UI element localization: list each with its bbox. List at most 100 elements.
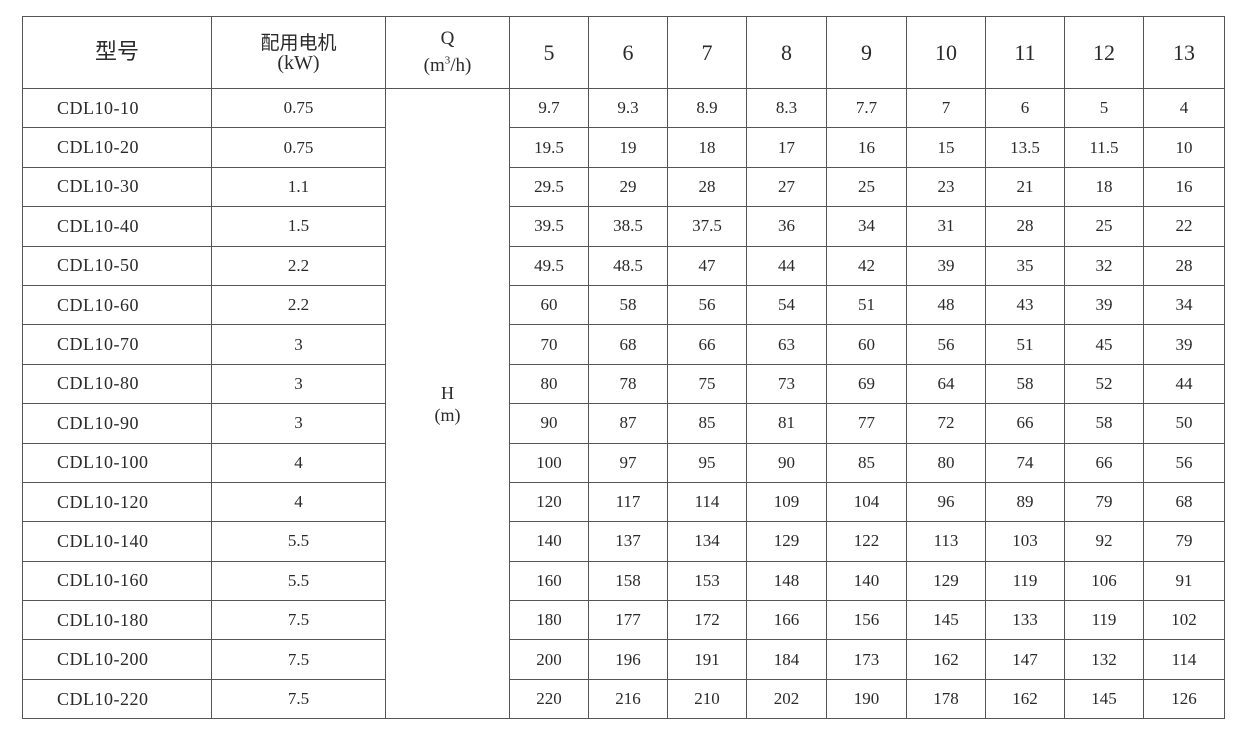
- motor-unit: (kW): [277, 51, 320, 74]
- head-value-cell: 75: [667, 363, 747, 405]
- head-value-cell: 7: [906, 87, 986, 129]
- head-value-cell: 58: [588, 284, 668, 326]
- head-value-cell: 58: [985, 363, 1065, 405]
- head-value-cell: 52: [1064, 363, 1144, 405]
- head-value-cell: 68: [588, 324, 668, 365]
- head-value-cell: 32: [1064, 245, 1144, 286]
- head-value-cell: 162: [906, 639, 986, 680]
- table-row: CDL10-30 1.1 29.5 29 28 27 25 23 21 18 16: [22, 166, 1225, 208]
- head-value-cell: 140: [509, 521, 589, 562]
- head-value-cell: 56: [667, 284, 747, 326]
- head-value-cell: 37.5: [667, 206, 747, 247]
- head-value-cell: 7.7: [826, 87, 907, 129]
- motor-power-cell: 3: [211, 324, 386, 365]
- motor-power-cell: 7.5: [211, 600, 386, 641]
- head-value-cell: 134: [667, 521, 747, 562]
- head-value-cell: 9.3: [588, 87, 668, 129]
- head-value-cell: 148: [746, 560, 827, 602]
- flow-value-header: 6: [588, 16, 668, 89]
- head-value-cell: 23: [906, 166, 986, 208]
- head-value-cell: 64: [906, 363, 986, 405]
- head-value-cell: 113: [906, 521, 986, 562]
- head-value-cell: 70: [509, 324, 589, 365]
- flow-value-header: 9: [826, 16, 907, 89]
- head-value-cell: 51: [985, 324, 1065, 365]
- head-value-cell: 18: [1064, 166, 1144, 208]
- motor-power-cell: 4: [211, 481, 386, 523]
- head-value-cell: 119: [1064, 600, 1144, 641]
- model-cell: CDL10-90: [22, 403, 212, 444]
- head-value-cell: 54: [746, 284, 827, 326]
- head-value-cell: 81: [746, 403, 827, 444]
- motor-power-cell: 2.2: [211, 245, 386, 286]
- head-value-cell: 145: [1064, 678, 1144, 720]
- motor-power-cell: 5.5: [211, 560, 386, 602]
- head-value-cell: 48.5: [588, 245, 668, 286]
- head-value-cell: 91: [1143, 560, 1225, 602]
- head-value-cell: 147: [985, 639, 1065, 680]
- head-value-cell: 78: [588, 363, 668, 405]
- flow-header: Q (m3/h): [385, 16, 510, 89]
- model-cell: CDL10-60: [22, 284, 212, 326]
- head-value-cell: 129: [906, 560, 986, 602]
- motor-power-cell: 7.5: [211, 639, 386, 680]
- model-cell: CDL10-100: [22, 442, 212, 483]
- model-cell: CDL10-200: [22, 639, 212, 680]
- table-row: CDL10-40 1.5 39.5 38.5 37.5 36 34 31 28 25 22: [22, 206, 1225, 247]
- head-value-cell: 97: [588, 442, 668, 483]
- head-value-cell: 180: [509, 600, 589, 641]
- head-value-cell: 51: [826, 284, 907, 326]
- head-value-cell: 39: [906, 245, 986, 286]
- model-cell: CDL10-180: [22, 600, 212, 641]
- head-value-cell: 39.5: [509, 206, 589, 247]
- table-row: CDL10-160 5.5 160 158 153 148 140 129 119 106 91: [22, 560, 1225, 602]
- head-value-cell: 220: [509, 678, 589, 720]
- head-value-cell: 21: [985, 166, 1065, 208]
- head-value-cell: 162: [985, 678, 1065, 720]
- head-value-cell: 60: [826, 324, 907, 365]
- head-value-cell: 63: [746, 324, 827, 365]
- head-value-cell: 28: [1143, 245, 1225, 286]
- head-value-cell: 16: [1143, 166, 1225, 208]
- head-unit: (m): [434, 404, 461, 425]
- head-value-cell: 58: [1064, 403, 1144, 444]
- model-cell: CDL10-10: [22, 87, 212, 129]
- model-cell: CDL10-80: [22, 363, 212, 405]
- head-value-cell: 216: [588, 678, 668, 720]
- head-value-cell: 15: [906, 127, 986, 168]
- head-value-cell: 35: [985, 245, 1065, 286]
- head-value-cell: 5: [1064, 87, 1144, 129]
- model-cell: CDL10-40: [22, 206, 212, 247]
- head-value-cell: 122: [826, 521, 907, 562]
- model-cell: CDL10-70: [22, 324, 212, 365]
- head-value-cell: 39: [1064, 284, 1144, 326]
- table-row: CDL10-50 2.2 49.5 48.5 47 44 42 39 35 32 28: [22, 245, 1225, 286]
- pump-performance-table: 型号 配用电机 (kW) Q (m3/h) 5 6 7 8 9 10 11 12…: [22, 16, 1225, 720]
- head-value-cell: 133: [985, 600, 1065, 641]
- head-value-cell: 69: [826, 363, 907, 405]
- head-value-cell: 44: [1143, 363, 1225, 405]
- motor-power-cell: 4: [211, 442, 386, 483]
- head-value-cell: 114: [1143, 639, 1225, 680]
- head-value-cell: 29: [588, 166, 668, 208]
- table-row: CDL10-220 7.5 220 216 210 202 190 178 162 145 126: [22, 678, 1225, 720]
- head-value-cell: 9.7: [509, 87, 589, 129]
- table-row: CDL10-20 0.75 19.5 19 18 17 16 15 13.5 11.5 10: [22, 127, 1225, 168]
- head-value-cell: 25: [1064, 206, 1144, 247]
- table-row: CDL10-100 4 100 97 95 90 85 80 74 66 56: [22, 442, 1225, 483]
- head-value-cell: 74: [985, 442, 1065, 483]
- flow-value-header: 12: [1064, 16, 1144, 89]
- head-value-cell: 96: [906, 481, 986, 523]
- head-value-cell: 72: [906, 403, 986, 444]
- head-value-cell: 114: [667, 481, 747, 523]
- table-row: CDL10-60 2.2 60 58 56 54 51 48 43 39 34: [22, 284, 1225, 326]
- head-value-cell: 39: [1143, 324, 1225, 365]
- motor-power-cell: 1.5: [211, 206, 386, 247]
- motor-power-cell: 0.75: [211, 127, 386, 168]
- head-value-cell: 68: [1143, 481, 1225, 523]
- head-label-cell: H (m): [385, 87, 510, 720]
- head-value-cell: 56: [1143, 442, 1225, 483]
- head-value-cell: 13.5: [985, 127, 1065, 168]
- head-value-cell: 36: [746, 206, 827, 247]
- head-value-cell: 153: [667, 560, 747, 602]
